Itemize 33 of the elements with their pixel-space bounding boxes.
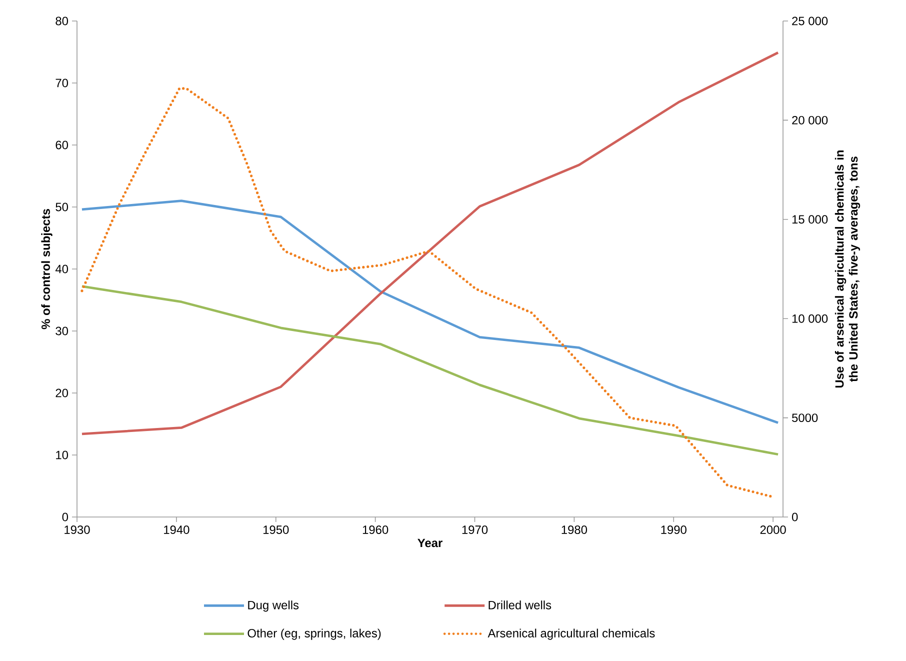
legend-label: Arsenical agricultural chemicals xyxy=(488,628,655,640)
y-tick-label: 40 xyxy=(55,264,68,274)
line-series xyxy=(80,51,780,436)
line-series xyxy=(80,285,780,456)
y-axis-title: % of control subjects xyxy=(41,209,52,330)
x-tick-label: 1960 xyxy=(362,526,388,534)
y-tick-label: 30 xyxy=(56,326,68,336)
x-tick-label: 1980 xyxy=(562,526,588,534)
x-tick-label: 1970 xyxy=(462,526,488,534)
x-tick-label: 1950 xyxy=(263,526,289,534)
y-tick-label: 80 xyxy=(56,16,68,26)
line-series xyxy=(80,200,780,424)
y-tick-label: 0 xyxy=(62,512,68,522)
legend-label: Other (eg, springs, lakes) xyxy=(248,628,381,640)
x-tick-label: 1930 xyxy=(64,526,90,534)
y2-axis-title: Use of arsenical agricultural chemicals in the United States, five-y averages, tons xyxy=(834,150,860,388)
x-axis-title: Year xyxy=(418,538,442,548)
y2-tick-label: 5000 xyxy=(792,414,818,422)
y2-tick-label: 15 000 xyxy=(792,215,828,224)
y2-tick-label: 10 000 xyxy=(792,314,828,323)
y-tick-label: 10 xyxy=(56,450,68,460)
x-tick-label: 1990 xyxy=(661,526,686,534)
y2-tick-label: 25 000 xyxy=(792,16,828,26)
y-tick-label: 50 xyxy=(56,202,68,212)
x-tick-label: 1940 xyxy=(164,526,190,534)
y-tick-label: 60 xyxy=(56,140,68,150)
y-tick-label: 70 xyxy=(56,78,68,88)
x-tick-label: 2000 xyxy=(760,526,786,534)
y2-tick-label: 0 xyxy=(792,512,798,522)
y2-tick-label: 20 000 xyxy=(792,116,828,124)
legend-label: Drilled wells xyxy=(488,600,552,610)
y-tick-label: 20 xyxy=(56,388,68,398)
legend-label: Dug wells xyxy=(248,600,299,612)
